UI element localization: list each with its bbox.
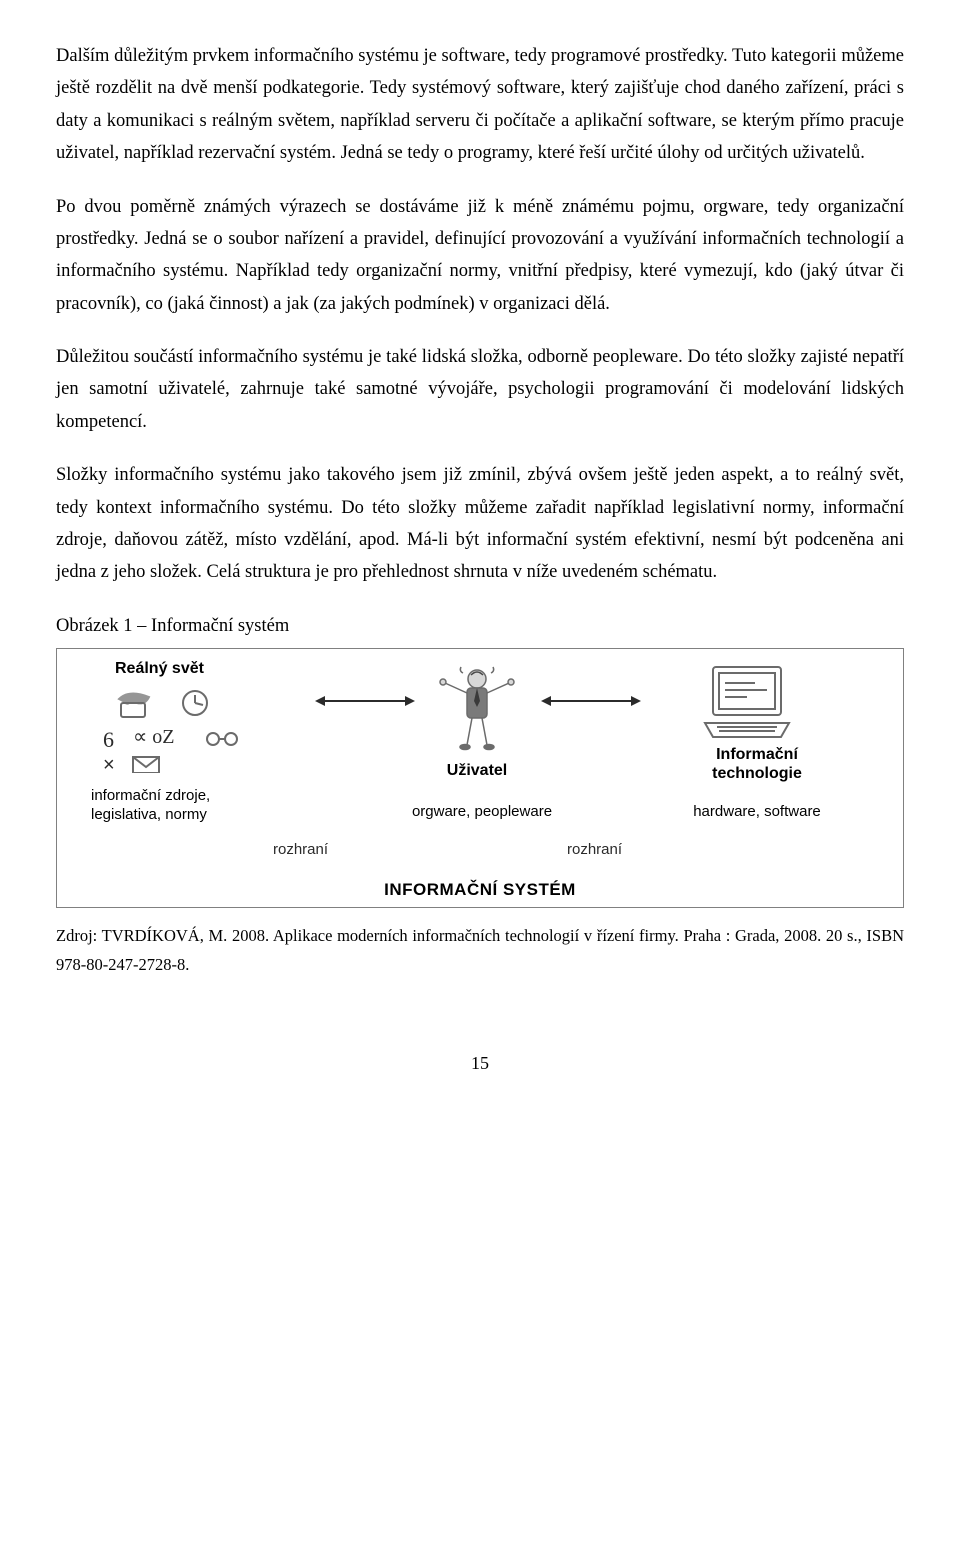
left-sub-label: informační zdroje, legislativa, normy: [91, 787, 291, 825]
middle-sub-label: orgware, peopleware: [392, 799, 572, 825]
svg-text:×: ×: [103, 754, 115, 773]
svg-text:∝ oZ: ∝ oZ: [133, 726, 175, 748]
paragraph-3: Důležitou součástí informačního systému …: [56, 341, 904, 438]
label-it-line2: technologie: [687, 764, 827, 783]
left-sub-line2: legislativa, normy: [91, 806, 291, 825]
right-sub-label: hardware, software: [667, 799, 847, 825]
figure-informacni-system: Reálný svět 6 ∝ oZ ×: [56, 648, 904, 908]
label-realny-svet: Reálný svět: [115, 655, 204, 683]
label-informacni-system: INFORMAČNÍ SYSTÉM: [57, 875, 903, 905]
svg-text:6: 6: [103, 727, 114, 752]
computer-icon: [697, 663, 817, 741]
label-informacni-technologie: Informační technologie: [687, 745, 827, 783]
arrow-left: [315, 689, 415, 721]
left-icon-cluster: 6 ∝ oZ ×: [103, 685, 283, 773]
paragraph-4: Složky informačního systému jako takovéh…: [56, 459, 904, 589]
label-it-line1: Informační: [687, 745, 827, 764]
figure-caption: Obrázek 1 – Informační systém: [56, 610, 904, 642]
paragraph-1: Dalším důležitým prvkem informačního sys…: [56, 40, 904, 170]
paragraph-2: Po dvou poměrně známých výrazech se dost…: [56, 191, 904, 321]
person-icon: [417, 661, 537, 751]
label-uzivatel: Uživatel: [437, 757, 517, 785]
figure-source: Zdroj: TVRDÍKOVÁ, M. 2008. Aplikace mode…: [56, 922, 904, 980]
page-number: 15: [56, 1048, 904, 1080]
arrow-right: [541, 689, 641, 721]
left-sub-line1: informační zdroje,: [91, 787, 291, 806]
label-rozhrani-2: rozhraní: [567, 837, 622, 863]
label-rozhrani-1: rozhraní: [273, 837, 328, 863]
